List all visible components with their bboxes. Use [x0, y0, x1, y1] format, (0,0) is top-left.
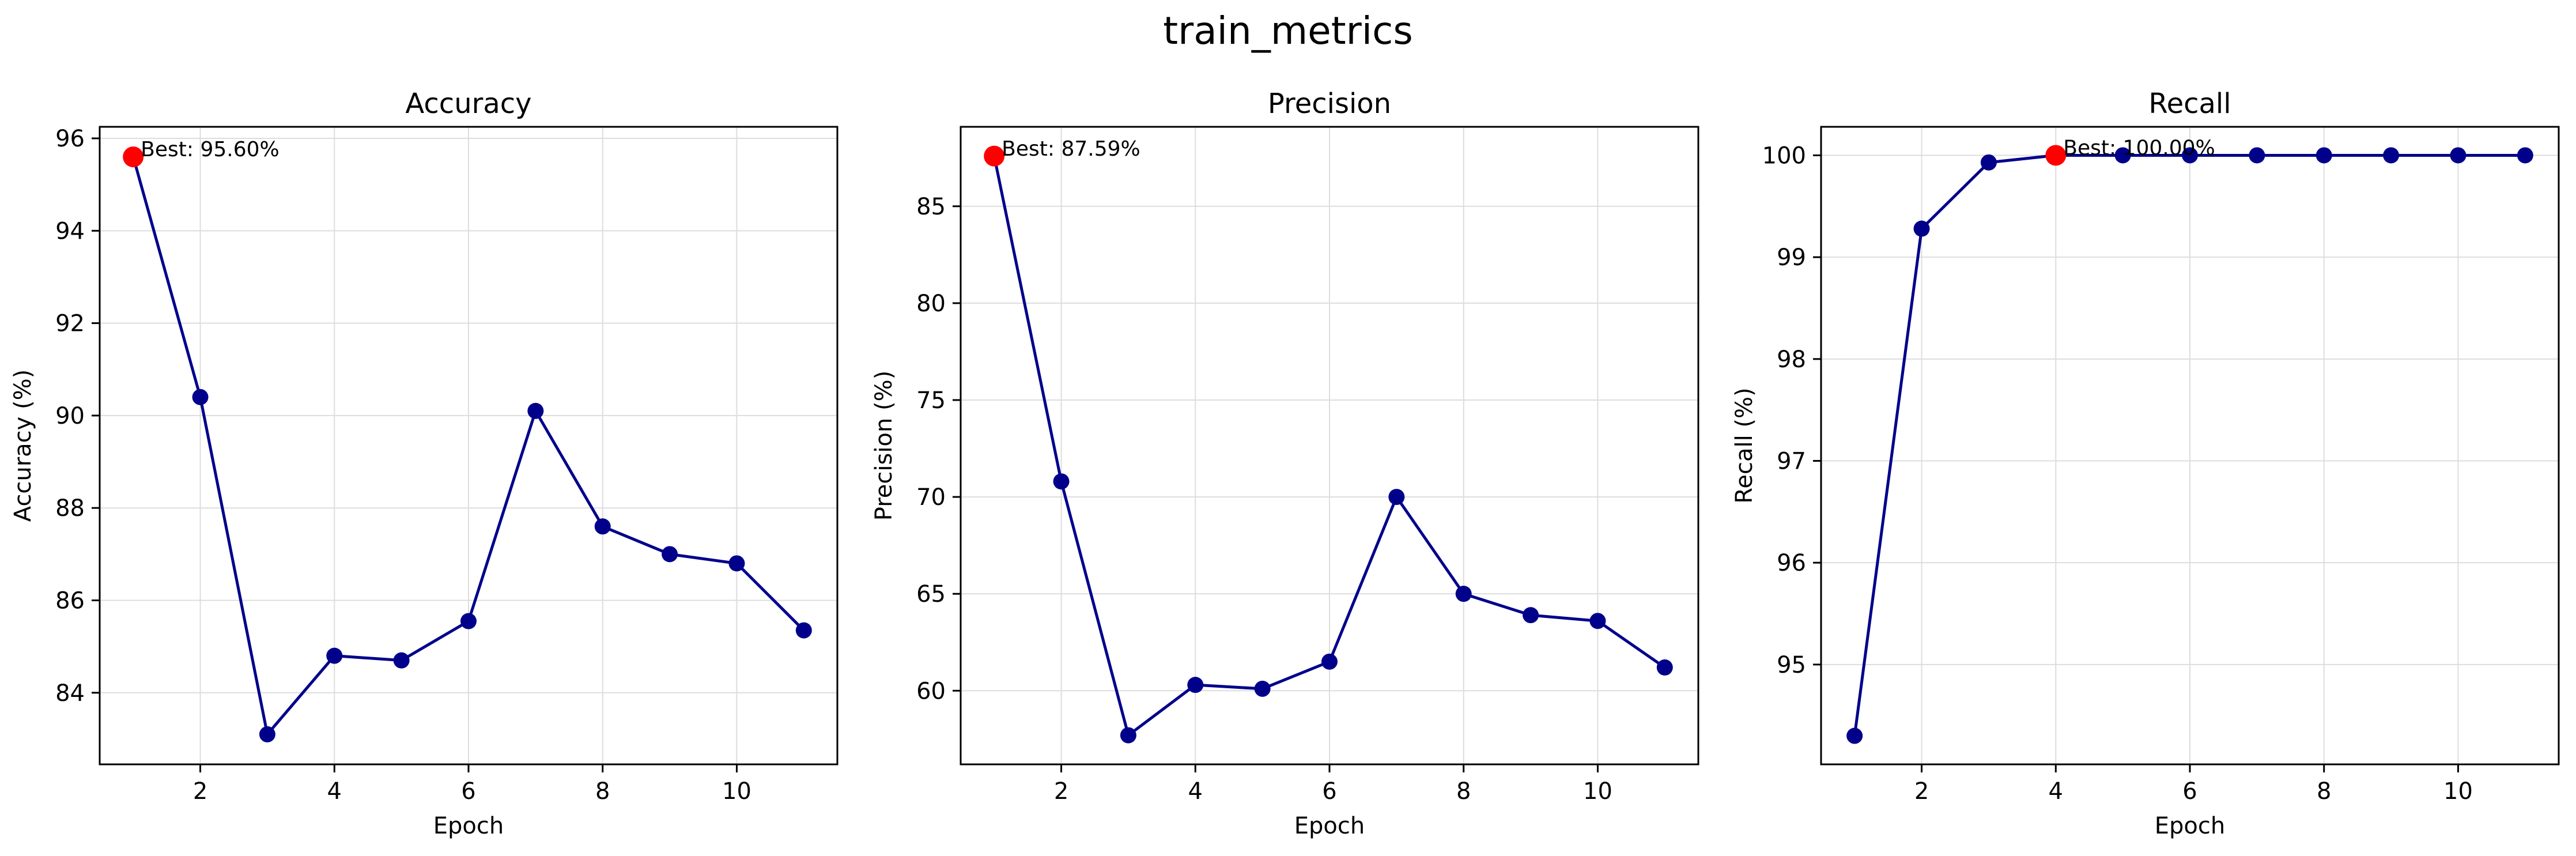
y-tick-label: 70	[916, 484, 946, 511]
y-tick-label: 92	[55, 311, 85, 337]
figure-title: train_metrics	[1163, 9, 1413, 53]
chart-panel-2: 2 4 6 8 10 60 65 70 75 80 85 Best: 87.59% Precision E…	[871, 88, 1699, 839]
y-tick-label: 99	[1777, 244, 1806, 271]
data-point	[2316, 147, 2332, 164]
data-point	[2182, 147, 2198, 164]
data-point	[527, 402, 544, 419]
data-point	[1053, 473, 1070, 490]
x-tick-label: 4	[327, 778, 342, 805]
y-tick-label: 96	[1777, 550, 1806, 576]
y-tick-label: 98	[1777, 346, 1806, 373]
y-tick-label: 90	[55, 403, 85, 429]
y-tick-label: 60	[916, 678, 946, 704]
data-point	[2114, 147, 2131, 164]
axes-frame	[99, 126, 838, 766]
data-point	[326, 647, 343, 664]
x-tick-label: 2	[193, 778, 207, 805]
y-tick-label: 84	[55, 680, 85, 707]
y-tick-label: 80	[916, 291, 946, 317]
axes-frame	[960, 126, 1699, 766]
x-tick-label: 6	[461, 778, 475, 805]
best-annotation: Best: 87.59%	[1002, 137, 1140, 161]
data-point	[662, 546, 678, 563]
axes-title: Precision	[1268, 88, 1391, 120]
y-tick-label: 85	[916, 194, 946, 220]
axes-title: Recall	[2148, 88, 2231, 120]
x-tick-label: 10	[2443, 778, 2473, 805]
data-point	[1846, 727, 1863, 744]
axes-frame	[1820, 126, 2560, 766]
x-tick-label: 10	[1583, 778, 1612, 805]
y-axis-label: Recall (%)	[1731, 387, 1758, 503]
data-point	[728, 555, 745, 572]
x-tick-label: 8	[1456, 778, 1471, 805]
data-point	[594, 518, 611, 535]
best-point	[123, 146, 144, 168]
best-point	[984, 145, 1005, 167]
y-tick-label: 86	[55, 587, 85, 614]
data-point	[1589, 613, 1606, 629]
x-tick-label: 8	[2317, 778, 2331, 805]
x-axis-label: Epoch	[2155, 813, 2225, 839]
data-point	[2450, 147, 2467, 164]
chart-panel-3: 2 4 6 8 10 95 96 97 98 99 100 Best: 100.00% Recall Ep…	[1731, 88, 2560, 839]
chart-panel-1: 2 4 6 8 10 84 86 88 90 92 94 96 Best: 95.60% Accuracy…	[10, 88, 838, 839]
data-point	[1913, 220, 1930, 237]
y-axis-label: Precision (%)	[871, 371, 897, 521]
x-tick-label: 4	[1188, 778, 1203, 805]
x-tick-label: 6	[1322, 778, 1336, 805]
best-annotation: Best: 95.60%	[141, 138, 279, 161]
x-axis-label: Epoch	[1294, 813, 1365, 839]
x-tick-label: 2	[1914, 778, 1929, 805]
best-point	[2045, 145, 2067, 166]
x-tick-label: 2	[1054, 778, 1068, 805]
best-annotation: Best: 100.00%	[2063, 136, 2215, 160]
y-tick-label: 88	[55, 495, 85, 522]
data-point	[393, 652, 410, 669]
y-tick-label: 95	[1777, 652, 1806, 678]
y-tick-label: 100	[1762, 142, 1806, 169]
data-point	[795, 622, 812, 639]
x-tick-label: 8	[595, 778, 610, 805]
data-point	[1388, 489, 1405, 506]
data-point	[1523, 607, 1539, 624]
y-tick-label: 65	[916, 581, 946, 608]
y-tick-label: 96	[55, 126, 85, 152]
data-point	[1656, 659, 1673, 676]
data-point	[2383, 147, 2400, 164]
x-axis-label: Epoch	[433, 813, 504, 839]
x-tick-label: 6	[2182, 778, 2197, 805]
y-tick-label: 94	[55, 218, 85, 244]
data-point	[2517, 147, 2533, 164]
data-point	[259, 726, 275, 742]
data-point	[1120, 727, 1136, 744]
data-point	[1187, 677, 1204, 693]
data-point	[192, 389, 209, 405]
data-point	[1254, 680, 1271, 697]
data-point	[1980, 154, 1997, 171]
y-tick-label: 97	[1777, 448, 1806, 475]
data-point	[2249, 147, 2265, 164]
y-axis-label: Accuracy (%)	[10, 369, 36, 522]
y-tick-label: 75	[916, 387, 946, 414]
x-tick-label: 10	[722, 778, 751, 805]
data-point	[1455, 586, 1472, 602]
data-point	[460, 613, 477, 629]
data-point	[1321, 653, 1338, 670]
axes-title: Accuracy	[405, 88, 531, 120]
x-tick-label: 4	[2049, 778, 2063, 805]
